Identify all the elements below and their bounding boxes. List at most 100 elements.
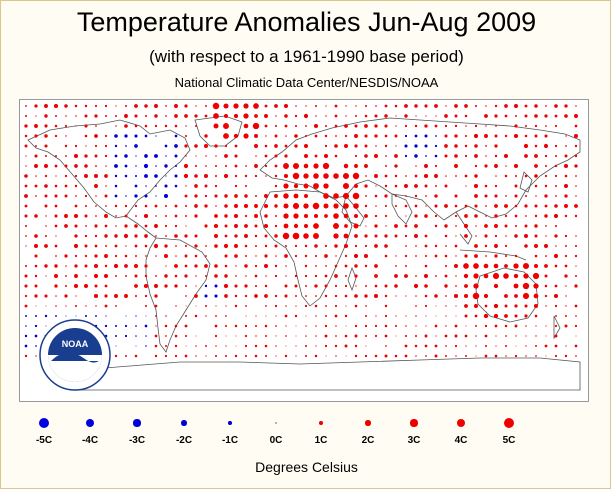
warm-anomaly-dot — [84, 254, 88, 258]
warm-anomaly-dot — [414, 174, 418, 178]
warm-anomaly-dot — [294, 314, 298, 318]
warm-anomaly-dot — [535, 195, 537, 197]
warm-anomaly-dot — [215, 345, 217, 347]
warm-anomaly-dot — [264, 144, 268, 148]
warm-anomaly-dot — [274, 124, 278, 128]
warm-anomaly-dot — [185, 315, 187, 317]
warm-anomaly-dot — [105, 245, 107, 247]
warm-anomaly-dot — [35, 355, 37, 357]
warm-anomaly-dot — [73, 283, 79, 289]
warm-anomaly-dot — [114, 254, 118, 258]
warm-anomaly-dot — [454, 104, 458, 108]
warm-anomaly-dot — [244, 234, 248, 238]
warm-anomaly-dot — [283, 223, 289, 229]
warm-anomaly-dot — [245, 255, 247, 257]
warm-anomaly-dot — [194, 254, 198, 258]
warm-anomaly-dot — [44, 184, 48, 188]
warm-anomaly-dot — [365, 225, 367, 227]
warm-anomaly-dot — [105, 165, 107, 167]
warm-anomaly-dot — [344, 314, 348, 318]
warm-anomaly-dot — [334, 304, 338, 308]
warm-anomaly-dot — [354, 264, 358, 268]
warm-anomaly-dot — [444, 204, 448, 208]
warm-anomaly-dot — [514, 234, 518, 238]
warm-anomaly-dot — [515, 345, 517, 347]
warm-anomaly-dot — [34, 184, 38, 188]
warm-anomaly-dot — [145, 255, 147, 257]
warm-anomaly-dot — [455, 175, 457, 177]
warm-anomaly-dot — [84, 174, 88, 178]
warm-anomaly-dot — [554, 104, 558, 108]
warm-anomaly-dot — [184, 324, 188, 328]
warm-anomaly-dot — [365, 305, 367, 307]
warm-anomaly-dot — [303, 113, 309, 119]
warm-anomaly-dot — [43, 163, 49, 169]
warm-anomaly-dot — [265, 175, 267, 177]
warm-anomaly-dot — [155, 275, 157, 277]
cold-anomaly-dot — [34, 334, 38, 338]
warm-anomaly-dot — [204, 264, 208, 268]
warm-anomaly-dot — [284, 284, 288, 288]
warm-anomaly-dot — [574, 344, 578, 348]
antarctica-outline — [79, 357, 581, 391]
warm-anomaly-dot — [354, 354, 358, 358]
warm-anomaly-dot — [545, 235, 547, 237]
warm-anomaly-dot — [243, 113, 249, 119]
warm-anomaly-dot — [415, 115, 417, 117]
cold-anomaly-dot — [404, 144, 408, 148]
warm-anomaly-dot — [334, 274, 338, 278]
warm-anomaly-dot — [454, 334, 458, 338]
legend-item--1C: -1C — [207, 411, 253, 446]
warm-anomaly-dot — [404, 334, 408, 338]
cold-anomaly-dot — [143, 163, 149, 169]
warm-anomaly-dot — [565, 345, 567, 347]
warm-anomaly-dot — [174, 124, 178, 128]
warm-anomaly-dot — [184, 254, 188, 258]
warm-anomaly-dot — [545, 255, 547, 257]
warm-anomaly-dot — [504, 324, 508, 328]
warm-anomaly-dot — [454, 194, 458, 198]
cold-anomaly-dot — [165, 155, 167, 157]
warm-anomaly-dot — [234, 254, 238, 258]
warm-anomaly-dot — [44, 124, 48, 128]
warm-anomaly-dot — [65, 285, 67, 287]
warm-anomaly-dot — [414, 184, 418, 188]
warm-anomaly-dot — [154, 354, 158, 358]
warm-anomaly-dot — [525, 125, 527, 127]
warm-anomaly-dot — [274, 164, 278, 168]
warm-anomaly-dot — [263, 193, 269, 199]
warm-anomaly-dot — [44, 204, 48, 208]
warm-anomaly-dot — [45, 225, 47, 227]
warm-anomaly-dot — [454, 154, 458, 158]
warm-anomaly-dot — [65, 115, 67, 117]
warm-anomaly-dot — [104, 284, 108, 288]
warm-anomaly-dot — [223, 133, 229, 139]
warm-anomaly-dot — [425, 195, 427, 197]
warm-anomaly-dot — [504, 134, 508, 138]
warm-anomaly-dot — [44, 294, 48, 298]
warm-anomaly-dot — [24, 304, 28, 308]
warm-anomaly-dot — [314, 254, 318, 258]
warm-anomaly-dot — [474, 124, 478, 128]
warm-anomaly-dot — [444, 144, 448, 148]
warm-anomaly-dot — [325, 355, 327, 357]
warm-anomaly-dot — [405, 245, 407, 247]
warm-anomaly-dot — [534, 214, 538, 218]
warm-anomaly-dot — [304, 344, 308, 348]
warm-anomaly-dot — [254, 264, 258, 268]
warm-anomaly-dot — [223, 103, 229, 109]
warm-anomaly-dot — [404, 254, 408, 258]
cold-anomaly-dot — [164, 164, 168, 168]
warm-anomaly-dot — [544, 264, 548, 268]
warm-anomaly-dot — [303, 163, 309, 169]
cold-anomaly-dot — [134, 144, 138, 148]
warm-anomaly-dot — [115, 125, 117, 127]
warm-anomaly-dot — [424, 294, 428, 298]
warm-anomaly-dot — [95, 215, 97, 217]
warm-anomaly-dot — [514, 184, 518, 188]
warm-anomaly-dot — [254, 284, 258, 288]
warm-anomaly-dot — [165, 115, 167, 117]
warm-anomaly-dot — [415, 315, 417, 317]
warm-anomaly-dot — [464, 134, 468, 138]
warm-anomaly-dot — [244, 184, 248, 188]
